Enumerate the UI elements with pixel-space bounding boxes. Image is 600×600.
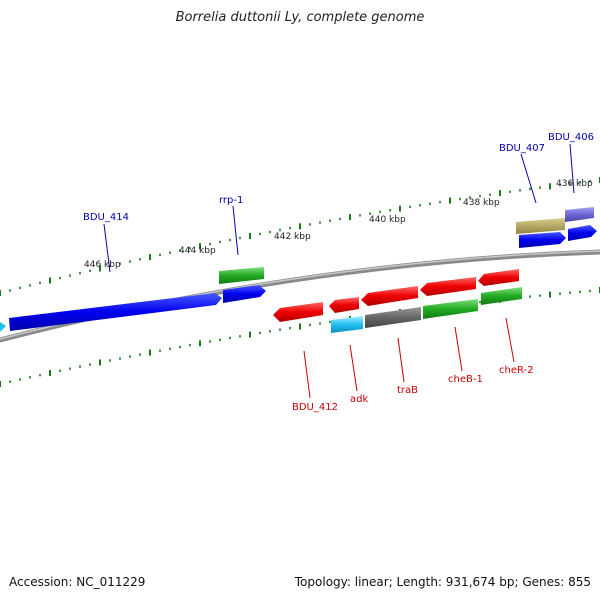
gene-label-bdu-412[interactable]: BDU_412 [292, 402, 338, 413]
gene-arrow-forward[interactable] [568, 225, 597, 241]
scale-tick-label: 442 kbp [274, 232, 311, 242]
scale-tick-label: 436 kbp [556, 179, 593, 189]
gene-arrow-forward[interactable] [519, 232, 566, 248]
gene-arrow-forward[interactable] [9, 293, 222, 331]
gene-label-bdu-414[interactable]: BDU_414 [83, 212, 129, 223]
gene-label-bdu-407[interactable]: BDU_407 [499, 143, 545, 154]
gene-arrow-reverse[interactable] [331, 316, 363, 333]
gene-arrow-reverse[interactable] [361, 286, 418, 306]
scale-tick-label: 440 kbp [369, 215, 406, 225]
gene-label-rrp-1[interactable]: rrp-1 [219, 195, 243, 206]
scale-tick-label: 444 kbp [179, 246, 216, 256]
gene-label-trab[interactable]: traB [397, 385, 418, 396]
gene-arrow-forward[interactable] [0, 322, 6, 332]
label-leader-line [397, 337, 405, 383]
gene-arrow-reverse[interactable] [365, 307, 421, 328]
gene-arrow-reverse[interactable] [329, 297, 359, 313]
gene-arrow-reverse[interactable] [420, 277, 476, 296]
genome-summary-text: Topology: linear; Length: 931,674 bp; Ge… [294, 575, 591, 589]
label-leader-line [103, 223, 111, 273]
gene-label-bdu-406[interactable]: BDU_406 [548, 132, 594, 143]
gene-arrow-forward[interactable] [516, 218, 565, 234]
gene-arrow-reverse[interactable] [273, 302, 323, 322]
gene-arrow-forward[interactable] [219, 267, 264, 284]
gene-arrow-reverse[interactable] [481, 287, 522, 305]
gene-label-cher-2[interactable]: cheR-2 [499, 365, 534, 376]
label-leader-line [505, 317, 515, 363]
accession-text: Accession: NC_011229 [9, 575, 146, 589]
gene-arrow-reverse[interactable] [478, 269, 519, 286]
label-leader-line [520, 153, 537, 204]
label-leader-line [349, 344, 358, 392]
gene-label-cheb-1[interactable]: cheB-1 [448, 374, 483, 385]
label-leader-line [232, 205, 239, 256]
label-leader-line [303, 350, 311, 399]
gene-arrow-reverse[interactable] [423, 299, 478, 319]
gene-arrow-forward[interactable] [223, 285, 266, 303]
upper-tick-track [0, 177, 600, 296]
map-title: Borrelia duttonii Ly, complete genome [175, 10, 425, 25]
label-leader-line [454, 326, 463, 372]
scale-tick-label: 438 kbp [463, 198, 500, 208]
scale-tick-label: 446 kbp [84, 260, 121, 270]
label-leader-line [569, 143, 575, 194]
gene-label-adk[interactable]: adk [350, 394, 368, 405]
gene-arrow-forward[interactable] [565, 207, 594, 222]
